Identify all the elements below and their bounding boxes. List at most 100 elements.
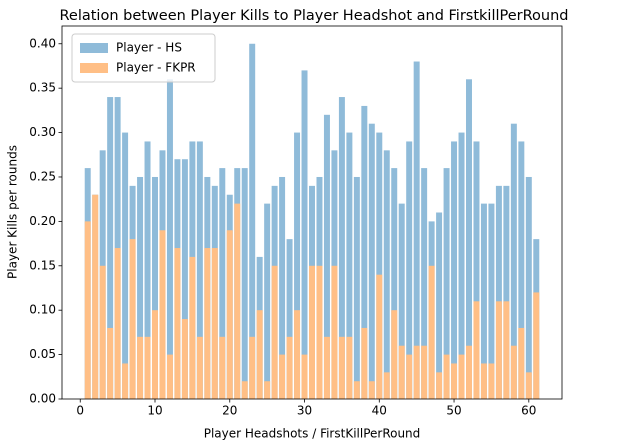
bar [376, 274, 383, 399]
bar [144, 336, 151, 399]
bar [473, 301, 480, 399]
bar [413, 345, 420, 399]
bar [480, 363, 487, 399]
bar [181, 159, 188, 399]
bar [436, 372, 443, 399]
bar [309, 265, 315, 399]
y-tick-label: 0.30 [29, 125, 56, 139]
bar [107, 327, 114, 399]
bar [159, 230, 166, 399]
bar [122, 363, 129, 399]
bar [144, 141, 151, 399]
bar [294, 132, 301, 400]
bar [495, 185, 502, 399]
bar [391, 168, 398, 399]
bar [323, 336, 330, 399]
bar [286, 239, 293, 399]
bar [211, 248, 218, 399]
bar [361, 105, 368, 399]
bar [525, 372, 532, 399]
bar [301, 354, 308, 399]
x-tick-label: 60 [521, 404, 536, 418]
bar [301, 70, 308, 400]
bar [376, 132, 383, 400]
bar [510, 345, 517, 399]
bar [92, 194, 99, 399]
bar [256, 310, 263, 399]
bar [480, 203, 487, 399]
bar [495, 301, 502, 399]
bar [234, 203, 241, 399]
bar [107, 97, 114, 400]
bar [346, 336, 353, 399]
bar [466, 345, 472, 399]
bar [421, 168, 428, 399]
bar [196, 336, 203, 399]
bar [114, 248, 121, 399]
bar [503, 185, 510, 399]
bar [398, 345, 405, 399]
bar [137, 336, 144, 399]
bar [286, 336, 293, 399]
y-tick-label: 0.05 [29, 347, 56, 361]
bar [294, 310, 301, 399]
x-tick-label: 50 [446, 404, 461, 418]
bar [219, 168, 226, 399]
bar [166, 79, 173, 400]
bar [488, 203, 495, 399]
bar [152, 310, 158, 399]
x-tick-label: 10 [147, 404, 162, 418]
bar [443, 354, 450, 399]
bar [219, 336, 226, 399]
bar [443, 168, 450, 399]
bar [241, 168, 248, 399]
bar [413, 61, 420, 400]
bar [518, 141, 525, 399]
bar [391, 310, 398, 399]
y-tick-label: 0.00 [29, 392, 56, 406]
bar [122, 132, 129, 400]
bar [368, 123, 375, 399]
bar [152, 176, 158, 399]
bar [271, 265, 278, 399]
bar [428, 265, 435, 399]
bar [533, 292, 540, 399]
bar [241, 381, 248, 399]
bar [451, 141, 458, 399]
bar [353, 176, 360, 399]
bar [166, 354, 173, 399]
bar [488, 363, 495, 399]
legend-swatch [80, 43, 108, 53]
bar [383, 150, 390, 399]
bar [436, 212, 443, 399]
bar [338, 336, 345, 399]
bar [398, 203, 405, 399]
bar [174, 248, 181, 399]
bar [331, 265, 338, 399]
bar [129, 239, 136, 399]
plot-frame [61, 25, 563, 400]
bar [458, 354, 465, 399]
bar [406, 354, 413, 399]
x-tick-label: 30 [297, 404, 312, 418]
bar [323, 114, 330, 400]
x-tick-label: 40 [372, 404, 387, 418]
bar [510, 123, 517, 399]
bar [279, 176, 286, 399]
y-tick-label: 0.10 [29, 303, 56, 317]
bar [84, 221, 91, 399]
bar [249, 336, 256, 399]
bar [99, 265, 106, 399]
bar [264, 381, 271, 399]
bar [353, 381, 360, 399]
bar [264, 203, 271, 399]
legend-label: Player - FKPR [116, 61, 196, 75]
y-tick-label: 0.25 [29, 169, 56, 183]
bar [368, 381, 375, 399]
bar [361, 327, 368, 399]
y-tick-label: 0.20 [29, 214, 56, 228]
bar [249, 43, 256, 400]
bar [451, 363, 458, 399]
y-tick-label: 0.35 [29, 81, 56, 95]
